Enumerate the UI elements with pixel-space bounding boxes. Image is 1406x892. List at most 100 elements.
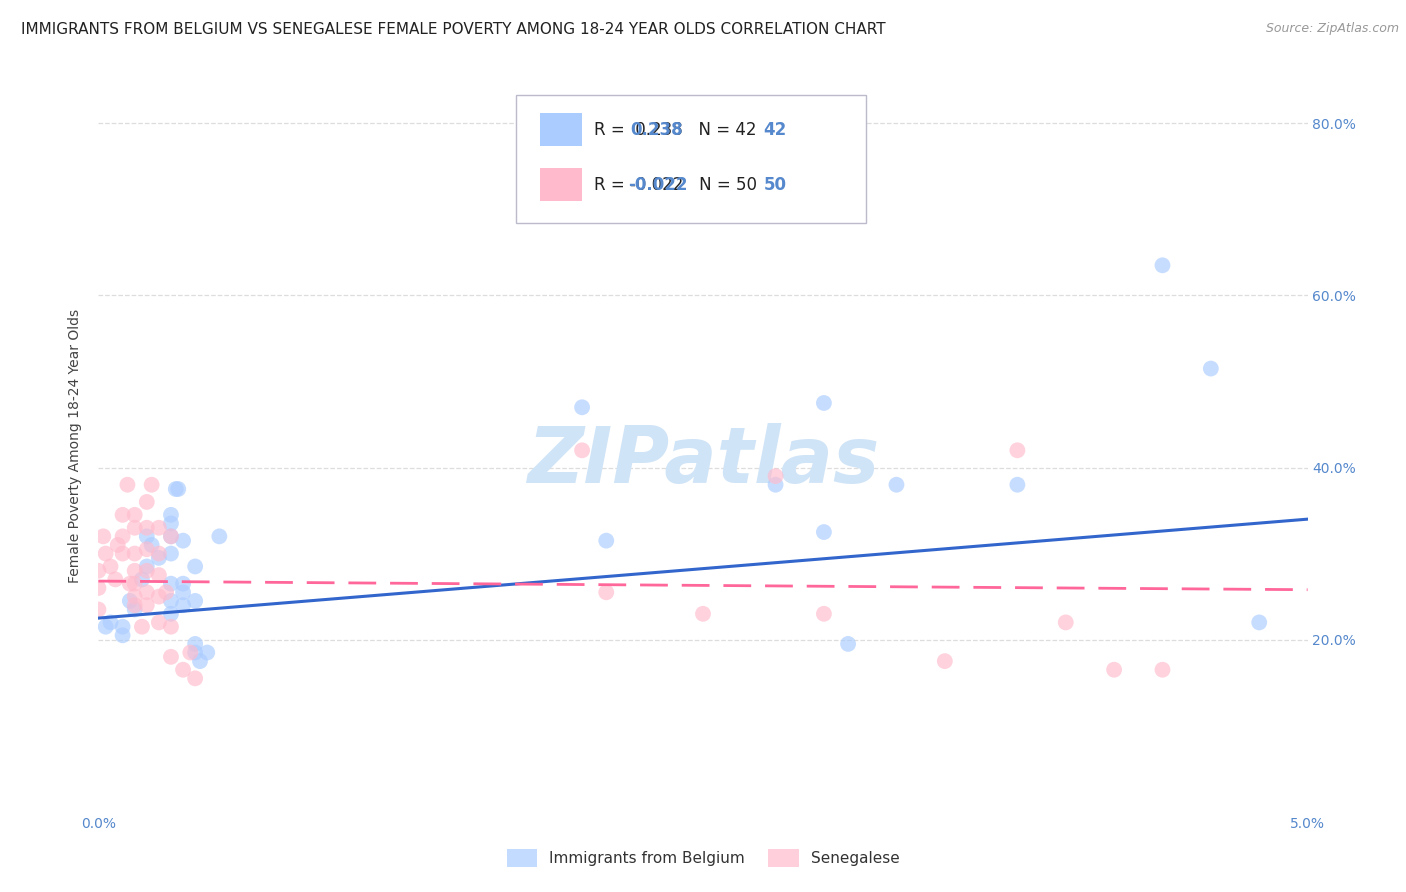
Point [91,529,114,543]
Point [1007,443,1029,458]
Point [87,581,110,595]
Point [111,628,134,642]
Text: R = -0.022   N = 50: R = -0.022 N = 50 [595,176,758,194]
Point [172,576,194,591]
Text: R =  0.238   N = 42: R = 0.238 N = 42 [595,121,756,139]
FancyBboxPatch shape [540,113,582,146]
Point [160,576,183,591]
Point [117,477,139,491]
Point [184,671,207,685]
Point [172,663,194,677]
Point [160,508,183,522]
Point [111,508,134,522]
Point [135,495,157,509]
Point [167,482,190,496]
Point [934,654,956,668]
Point [160,649,183,664]
Point [104,573,127,587]
Point [124,521,146,535]
Point [595,533,617,548]
Point [160,516,183,531]
Point [172,585,194,599]
Point [195,646,218,660]
Point [111,620,134,634]
Point [148,568,170,582]
Point [124,564,146,578]
Point [188,654,211,668]
Point [111,529,134,543]
Point [148,521,170,535]
Text: 50: 50 [763,176,786,194]
Point [118,576,141,591]
Point [135,521,157,535]
Point [172,533,194,548]
Point [135,598,157,612]
Point [148,547,170,561]
FancyBboxPatch shape [516,95,866,223]
Point [141,538,163,552]
Point [100,559,122,574]
Point [1249,615,1271,630]
Point [1199,361,1222,376]
Point [111,547,134,561]
Point [124,508,146,522]
Point [571,443,593,458]
Point [160,547,183,561]
Point [135,585,157,599]
Point [148,590,170,604]
Text: 0.238: 0.238 [630,121,683,139]
Point [837,637,859,651]
Text: IMMIGRANTS FROM BELGIUM VS SENEGALESE FEMALE POVERTY AMONG 18-24 YEAR OLDS CORRE: IMMIGRANTS FROM BELGIUM VS SENEGALESE FE… [21,22,886,37]
Point [124,576,146,591]
Point [765,477,787,491]
Point [160,529,183,543]
Point [813,607,835,621]
Point [571,401,593,415]
Point [1152,663,1174,677]
Point [160,529,183,543]
Point [148,550,170,565]
Point [124,598,146,612]
Point [135,564,157,578]
Point [184,559,207,574]
Point [172,598,194,612]
Point [208,529,231,543]
Point [595,585,617,599]
Text: 42: 42 [763,121,787,139]
Point [184,646,207,660]
Point [165,482,187,496]
Point [160,594,183,608]
Point [87,602,110,616]
Point [141,477,163,491]
Point [155,585,177,599]
Point [1102,663,1125,677]
Point [87,564,110,578]
Point [184,594,207,608]
Point [1152,258,1174,272]
Point [107,538,129,552]
Point [148,615,170,630]
Point [135,529,157,543]
Legend: Immigrants from Belgium, Senegalese: Immigrants from Belgium, Senegalese [501,843,905,873]
Point [131,573,153,587]
Y-axis label: Female Poverty Among 18-24 Year Olds: Female Poverty Among 18-24 Year Olds [69,309,83,583]
FancyBboxPatch shape [540,168,582,201]
Point [1007,477,1029,491]
Text: -0.022: -0.022 [628,176,688,194]
Point [124,602,146,616]
Point [100,615,122,630]
Point [94,547,117,561]
Point [692,607,714,621]
Point [184,637,207,651]
Point [135,559,157,574]
Point [160,620,183,634]
Point [124,547,146,561]
Point [179,646,201,660]
Point [135,542,157,557]
Point [1054,615,1077,630]
Text: ZIPatlas: ZIPatlas [527,423,879,499]
Point [124,590,146,604]
Point [131,620,153,634]
Point [94,620,117,634]
Point [160,607,183,621]
